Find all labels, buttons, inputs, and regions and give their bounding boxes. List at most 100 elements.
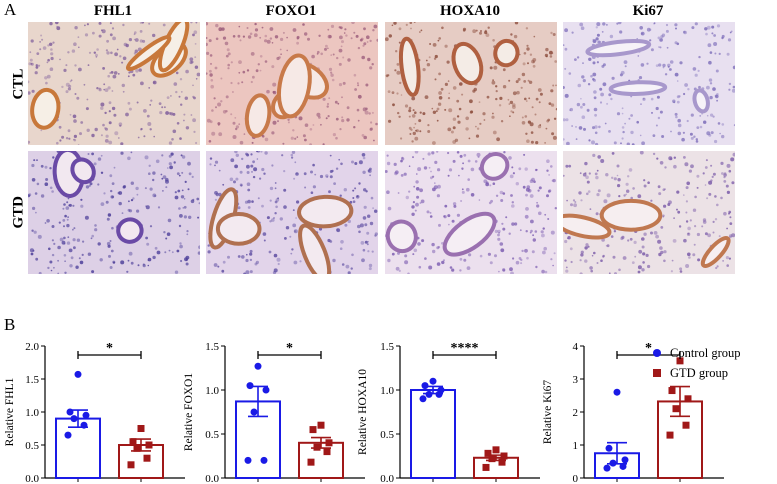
data-point-gtd [682,421,690,429]
bar-charts: 0.0 0.5 1.0 1.5 2.0 Relative FHL1 * 0.0 0.5 1.0 1.… [4,341,724,484]
significance-label: **** [451,341,479,356]
panel-b-label: B [4,315,16,334]
data-point-gtd [129,438,137,446]
column-header-hoxa10: HOXA10 [440,3,500,19]
data-point-control [80,421,88,429]
micrograph-fhl1-gtd [28,151,200,274]
row-header-gtd: GTD [10,195,27,229]
y-tick-label: 1.5 [380,341,394,353]
data-point-gtd [323,448,331,456]
data-point-gtd [492,446,500,454]
chart-4: 0 1 2 3 4 Relative Ki67 * [542,341,724,484]
data-point-gtd [482,463,490,471]
legend-label-gtd: GTD group [670,365,728,380]
data-point-gtd [676,357,684,365]
y-axis-label: Relative Ki67 [542,380,554,444]
data-point-control [613,388,621,396]
y-axis-label: Relative FOXO1 [183,373,195,452]
data-point-control [429,377,437,385]
micrograph-foxo1-gtd [206,151,378,274]
y-tick-label: 2 [573,407,579,419]
micrograph-foxo1-ctl [206,22,378,145]
legend-label-control: Control group [670,345,741,360]
legend-item-control: Control group [650,343,777,363]
y-tick-label: 0.5 [205,429,219,441]
data-point-control [419,395,427,403]
data-point-gtd [133,444,141,452]
column-header-foxo1: FOXO1 [265,3,317,19]
y-tick-label: 1.5 [205,341,219,353]
micrograph-ki67-ctl [563,22,735,145]
data-point-control [70,415,78,423]
data-point-gtd [488,455,496,463]
data-point-control [425,390,433,398]
bar-control [410,389,456,479]
data-point-control [250,408,258,416]
data-point-gtd [668,387,676,395]
data-point-control [246,382,254,390]
y-tick-label: 1.0 [205,385,219,397]
y-tick-label: 0.0 [205,473,219,484]
data-point-gtd [484,449,492,457]
data-point-gtd [666,431,674,439]
y-tick-label: 0 [573,473,579,484]
data-point-control [66,408,74,416]
data-point-gtd [137,425,145,432]
data-point-control [619,462,627,470]
data-point-control [82,411,90,419]
y-axis-label: Relative HOXA10 [357,369,369,455]
micrograph-hoxa10-ctl [385,22,557,145]
data-point-gtd [498,458,506,466]
data-point-gtd [325,439,333,447]
data-point-gtd [309,426,317,434]
panel-a-label: A [4,0,17,19]
column-header-fhl1: FHL1 [93,3,133,19]
micrograph-hoxa10-gtd [385,151,557,274]
y-tick-label: 0.0 [380,473,394,484]
significance-label: * [106,341,113,356]
data-point-gtd [145,441,153,449]
data-point-control [435,390,443,398]
data-point-control [605,444,613,452]
micrograph-fhl1-ctl [28,22,200,145]
y-axis-label: Relative FHL1 [4,377,16,446]
data-point-control [262,386,270,394]
data-point-gtd [307,458,315,466]
data-point-gtd [127,461,135,469]
data-point-gtd [672,405,680,413]
row-header-ctl: CTL [10,68,27,100]
y-tick-label: 0.5 [25,440,39,452]
data-point-gtd [317,421,325,429]
legend-item-gtd: GTD group [650,363,777,383]
data-point-gtd [313,443,321,451]
data-point-control [244,456,252,464]
y-tick-label: 1.5 [25,374,39,386]
data-point-gtd [500,452,508,460]
data-point-control [609,459,617,467]
y-tick-label: 3 [573,374,579,386]
significance-label: * [286,341,293,356]
y-tick-label: 1.0 [380,385,394,397]
y-tick-label: 0.5 [380,429,394,441]
y-tick-label: 1.0 [25,407,39,419]
data-point-control [621,456,629,464]
y-tick-label: 1 [573,440,579,452]
data-point-control [74,370,82,378]
data-point-gtd [143,454,151,462]
legend: Control group GTD group [650,343,777,383]
data-point-control [603,464,611,472]
data-point-gtd [684,395,692,403]
column-header-ki67: Ki67 [632,3,664,19]
data-point-control [64,431,72,439]
chart-1: 0.0 0.5 1.0 1.5 2.0 Relative FHL1 * [4,341,185,484]
y-tick-label: 4 [573,341,579,353]
data-point-control [260,456,268,464]
y-tick-label: 0.0 [25,473,39,484]
significance-label: * [645,341,652,356]
data-point-control [254,362,262,370]
micrograph-ki67-gtd [563,151,735,274]
chart-3: 0.0 0.5 1.0 1.5 Relative HOXA10 **** [357,341,540,484]
y-tick-label: 2.0 [25,341,39,353]
chart-2: 0.0 0.5 1.0 1.5 Relative FOXO1 * [183,341,365,484]
data-point-control [421,382,429,390]
